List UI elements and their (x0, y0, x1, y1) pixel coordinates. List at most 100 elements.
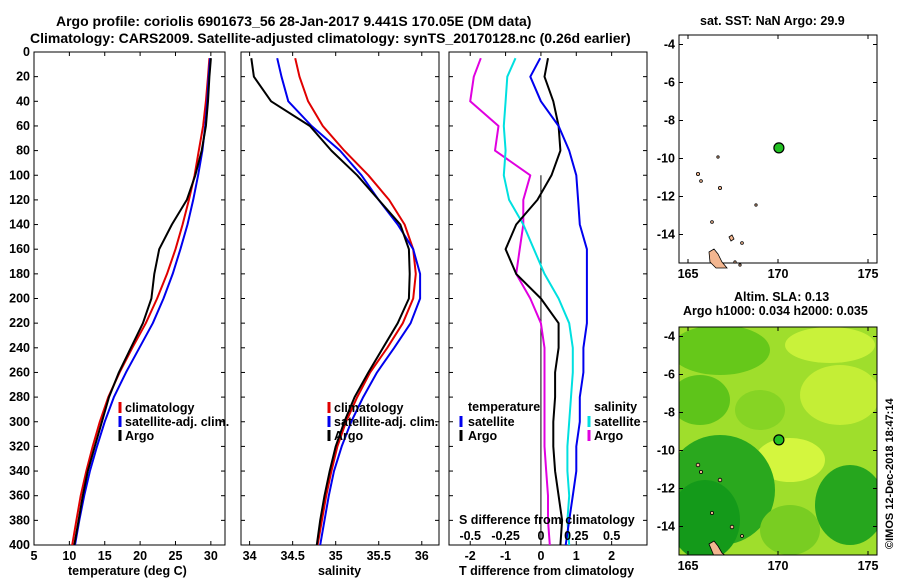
map-x-tick-label: 170 (768, 267, 789, 281)
temperature-x-ticks: 5 10 15 20 25 30 (31, 52, 218, 563)
differences-x-ticks: -2 -1 0 1 2 (465, 52, 615, 563)
x-tick-label: 10 (62, 549, 76, 563)
s-tick-label: 0.25 (564, 529, 588, 543)
sst-island-1 (708, 248, 728, 269)
map-y-tick-label: -12 (657, 190, 675, 204)
map-y-tick-label: -4 (664, 38, 675, 52)
sla-patch-9 (760, 505, 820, 555)
series-line (469, 57, 551, 545)
sst-argo-marker (773, 142, 785, 154)
temperature-panel: 0 20 40 60 80 100 120 140 160 180 200 220 240 260 280 3… (9, 45, 229, 578)
legend-salinity-title: salinity (594, 400, 637, 414)
salinity-series (250, 57, 422, 545)
y-tick-label: 240 (9, 341, 30, 355)
map-x-tick-label: 175 (858, 267, 879, 281)
salinity-legend: climatology satellite-adj. clim. Argo (327, 401, 438, 443)
sla-island-7 (740, 534, 744, 538)
temperature-x-label: temperature (deg C) (68, 564, 187, 578)
legend-s-argo: Argo (594, 429, 624, 443)
temperature-legend: climatology satellite-adj. clim. Argo (118, 401, 229, 443)
sst-islands (696, 155, 758, 269)
series-line (276, 57, 422, 545)
sal-legend-argo: Argo (334, 429, 364, 443)
temperature-y-ticks: 0 20 40 60 80 100 120 140 160 180 200 220 240 260 280 3… (9, 45, 225, 552)
salinity-axes (240, 51, 440, 546)
y-tick-label: 120 (9, 193, 30, 207)
legend-t-argo: Argo (468, 429, 498, 443)
y-tick-label: 200 (9, 292, 30, 306)
salinity-y-ticks (241, 51, 439, 546)
sla-patch-10 (735, 390, 785, 430)
legend-s-satellite: satellite (594, 415, 641, 429)
differences-y-ticks (449, 51, 647, 546)
sla-patch-1 (679, 327, 770, 375)
s-tick-label: 0.5 (603, 529, 620, 543)
sst-island-4 (699, 179, 703, 183)
y-tick-label: 100 (9, 168, 30, 182)
sla-patch-8 (815, 465, 877, 545)
sla-islands (695, 462, 744, 555)
differences-series (469, 57, 588, 545)
x-tick-label: 35.5 (367, 549, 391, 563)
sla-island-1 (708, 540, 726, 555)
salinity-x-ticks: 34 34.5 35 35.5 36 (243, 52, 429, 563)
y-tick-label: 60 (16, 119, 30, 133)
sla-island-4 (717, 477, 723, 483)
legend-climatology: climatology (125, 401, 195, 415)
map-x-tick-label: 165 (678, 559, 699, 573)
sla-map-ticks: 165 170 175 -4 -6 -8 -10 -12 -14 (657, 327, 879, 573)
x-tick-label: -1 (500, 549, 511, 563)
figure-title-line2: Climatology: CARS2009. Satellite-adjuste… (30, 30, 631, 46)
salinity-panel: 34 34.5 35 35.5 36 climatology satellite-adj… (240, 51, 440, 578)
x-tick-label: 25 (169, 549, 183, 563)
x-tick-label: 2 (608, 549, 615, 563)
sst-island-10 (716, 155, 720, 159)
differences-axes (448, 51, 648, 546)
s-tick-label: 0 (537, 529, 544, 543)
sla-patch-2 (679, 375, 730, 425)
x-tick-label: 30 (204, 549, 218, 563)
y-tick-label: 160 (9, 242, 30, 256)
sst-island-9 (738, 263, 742, 267)
map-y-tick-label: -10 (657, 152, 675, 166)
legend-temperature-title: temperature (468, 400, 540, 414)
sla-argo-marker (773, 434, 785, 446)
s-tick-label: -0.25 (491, 529, 520, 543)
map-y-tick-label: -6 (664, 368, 675, 382)
differences-legend: temperature satellite Argo salinity sate… (459, 400, 641, 443)
sst-island-3 (696, 171, 701, 176)
map-x-tick-label: 165 (678, 267, 699, 281)
x-tick-label: 5 (31, 549, 38, 563)
y-tick-label: 340 (9, 464, 30, 478)
sla-patch-4 (800, 365, 877, 425)
map-y-tick-label: -10 (657, 444, 675, 458)
y-tick-label: 140 (9, 218, 30, 232)
sst-island-8 (754, 203, 758, 207)
legend-satellite: satellite-adj. clim. (125, 415, 229, 429)
y-tick-label: 360 (9, 489, 30, 503)
series-line (502, 57, 574, 545)
x-tick-label: 20 (133, 549, 147, 563)
differences-panel: -2 -1 0 1 2 temperature satellite Argo salin… (448, 51, 648, 578)
figure-title-line1: Argo profile: coriolis 6901673_56 28-Jan… (56, 13, 531, 29)
sla-island-5 (710, 510, 715, 515)
s-difference-label: S difference from climatology (459, 513, 635, 527)
y-tick-label: 180 (9, 267, 30, 281)
sst-map-panel: sat. SST: NaN Argo: 29.9 165 170 175 -4 -6 -8… (657, 14, 879, 281)
map-x-tick-label: 175 (858, 559, 879, 573)
t-difference-label: T difference from climatology (459, 564, 634, 578)
y-tick-label: 280 (9, 390, 30, 404)
series-line (71, 58, 211, 545)
legend-t-satellite: satellite (468, 415, 515, 429)
series-line (294, 57, 417, 545)
sla-patch-3 (785, 327, 875, 363)
y-tick-label: 40 (16, 94, 30, 108)
series-line (250, 58, 411, 545)
sst-island-6 (710, 220, 714, 224)
x-tick-label: 34.5 (280, 549, 304, 563)
map-y-tick-label: -6 (664, 76, 675, 90)
series-line (529, 57, 588, 545)
map-x-tick-label: 170 (768, 559, 789, 573)
x-tick-label: 15 (98, 549, 112, 563)
temperature-axes (33, 51, 226, 546)
